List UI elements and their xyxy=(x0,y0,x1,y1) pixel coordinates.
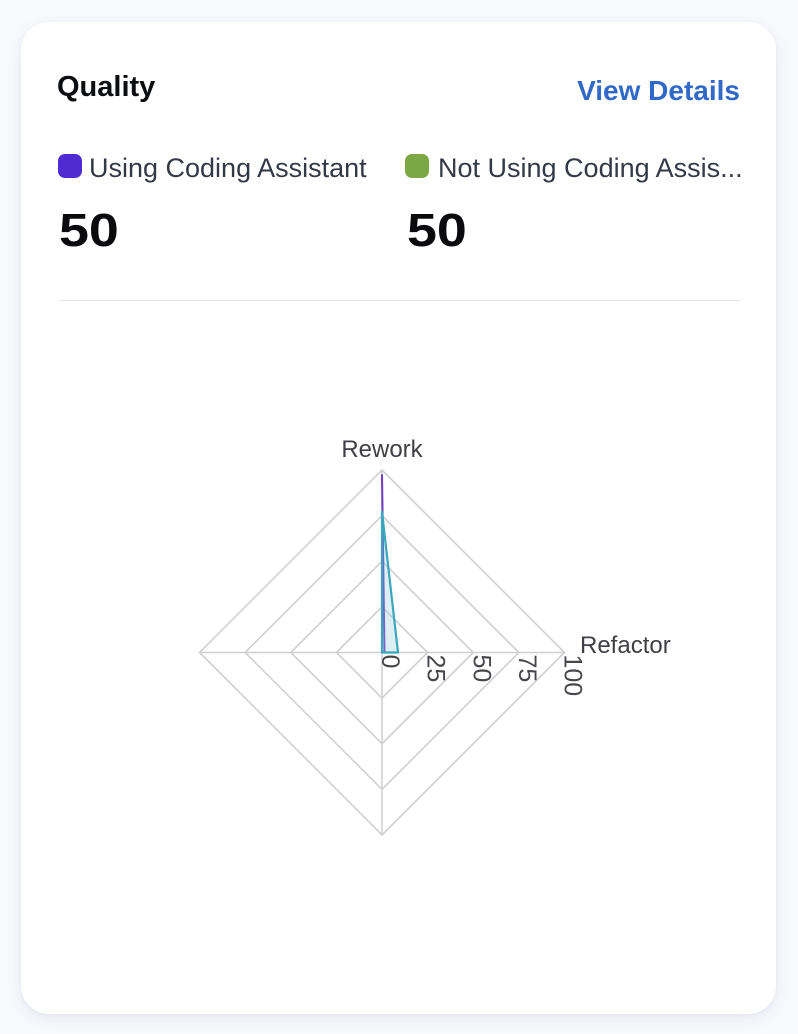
svg-text:25: 25 xyxy=(422,655,450,683)
svg-text:Rework: Rework xyxy=(341,436,423,463)
svg-text:Refactor: Refactor xyxy=(580,632,671,659)
svg-text:0: 0 xyxy=(376,655,404,669)
svg-text:100: 100 xyxy=(559,655,587,697)
svg-text:75: 75 xyxy=(513,655,541,683)
svg-text:50: 50 xyxy=(467,655,495,683)
